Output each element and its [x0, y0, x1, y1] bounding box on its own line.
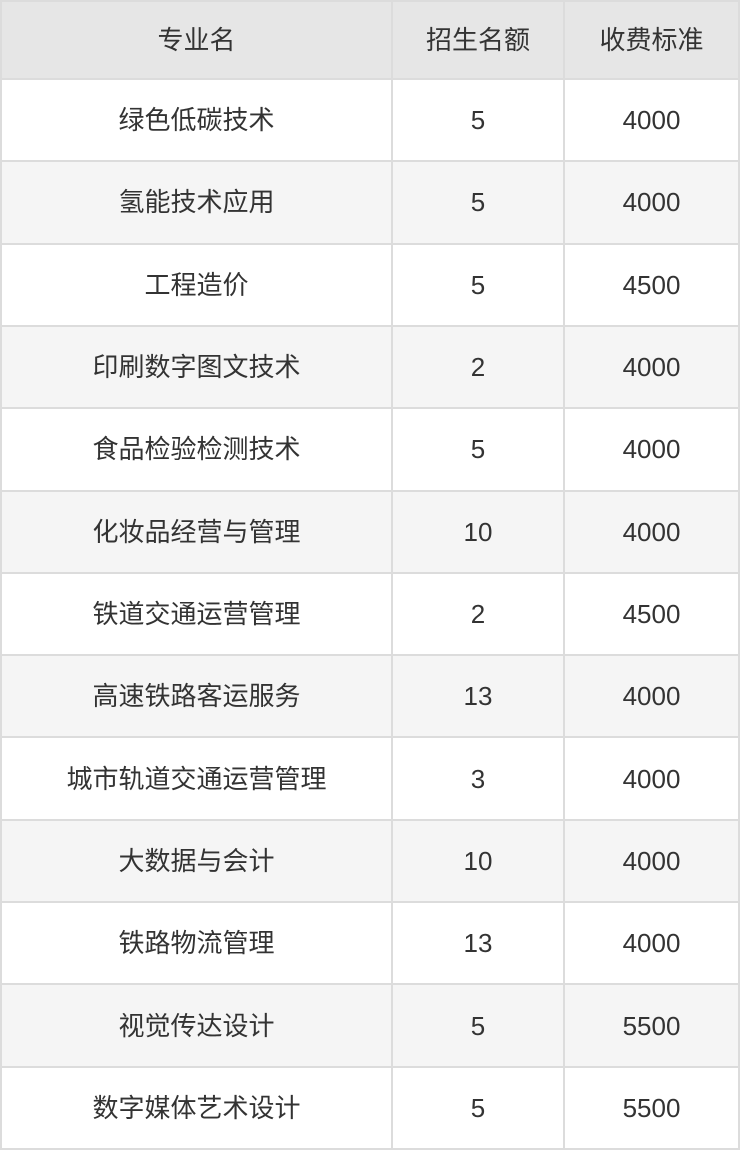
cell-major: 高速铁路客运服务 [2, 656, 391, 737]
cell-fee: 4500 [565, 573, 738, 655]
cell-major: 铁路物流管理 [2, 903, 391, 984]
cell-quota: 10 [393, 820, 563, 902]
cell-major: 城市轨道交通运营管理 [2, 738, 391, 819]
cell-fee: 4000 [565, 409, 738, 490]
cell-quota: 5 [393, 244, 563, 325]
cell-fee: 4000 [565, 491, 738, 572]
cell-fee: 4000 [565, 326, 738, 408]
cell-major: 氢能技术应用 [2, 162, 391, 243]
cell-major: 铁道交通运营管理 [2, 573, 391, 655]
cell-quota: 13 [393, 903, 563, 984]
header-cell-major: 专业名 [2, 2, 391, 78]
cell-major: 绿色低碳技术 [2, 80, 391, 161]
cell-fee: 5500 [565, 985, 738, 1066]
cell-major: 化妆品经营与管理 [2, 491, 391, 572]
cell-quota: 10 [393, 491, 563, 572]
cell-fee: 4000 [565, 80, 738, 161]
cell-fee: 4000 [565, 738, 738, 819]
cell-quota: 2 [393, 573, 563, 655]
cell-fee: 5500 [565, 1067, 738, 1148]
cell-major: 大数据与会计 [2, 820, 391, 902]
cell-major: 视觉传达设计 [2, 985, 391, 1066]
header-cell-fee: 收费标准 [565, 2, 738, 78]
header-cell-quota: 招生名额 [393, 2, 563, 78]
cell-fee: 4000 [565, 903, 738, 984]
cell-quota: 5 [393, 985, 563, 1066]
cell-major: 食品检验检测技术 [2, 409, 391, 490]
cell-major: 工程造价 [2, 244, 391, 325]
cell-fee: 4000 [565, 820, 738, 902]
cell-fee: 4500 [565, 244, 738, 325]
cell-quota: 5 [393, 1067, 563, 1148]
cell-fee: 4000 [565, 162, 738, 243]
cell-major: 数字媒体艺术设计 [2, 1067, 391, 1148]
cell-quota: 5 [393, 409, 563, 490]
cell-quota: 5 [393, 80, 563, 161]
cell-fee: 4000 [565, 656, 738, 737]
cell-major: 印刷数字图文技术 [2, 326, 391, 408]
cell-quota: 3 [393, 738, 563, 819]
cell-quota: 2 [393, 326, 563, 408]
cell-quota: 13 [393, 656, 563, 737]
cell-quota: 5 [393, 162, 563, 243]
